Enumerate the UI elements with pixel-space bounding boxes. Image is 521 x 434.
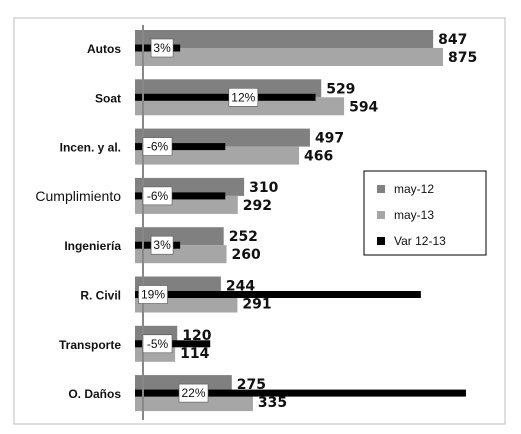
- value-label-may-13-cumplimiento: 292: [243, 198, 272, 214]
- legend-label-may-12: may-12: [394, 182, 434, 196]
- bar-may-12-autos: [135, 30, 434, 48]
- value-label-may-12-cumplimiento: 310: [249, 180, 278, 196]
- category-label-transporte: Transporte: [59, 338, 121, 352]
- legend-swatch-var-12-13: [377, 237, 385, 245]
- pct-label-o-danos: 22%: [181, 386, 205, 400]
- bar-var-o-danos: [135, 389, 466, 397]
- value-label-may-12-r-civil: 244: [226, 279, 255, 295]
- value-label-may-13-incen-y-al: 466: [304, 149, 333, 165]
- pct-label-incen-y-al: -6%: [147, 140, 169, 154]
- value-label-may-12-soat: 529: [326, 81, 355, 97]
- category-label-r-civil: R. Civil: [80, 289, 121, 303]
- category-label-incen-y-al: Incen. y al.: [60, 141, 121, 155]
- bar-var-soat: [135, 93, 316, 101]
- pct-label-soat: 12%: [231, 90, 255, 104]
- legend: may-12 may-13 Var 12-13: [363, 170, 487, 256]
- pct-label-cumplimiento: -6%: [147, 189, 169, 203]
- plot-border: [13, 17, 506, 425]
- bar-may-12-incen-y-al: [135, 128, 310, 147]
- category-label-cumplimiento: Cumplimiento: [35, 188, 121, 204]
- pct-label-box-r-civil: [138, 285, 168, 304]
- pct-label-autos: 3%: [153, 41, 171, 55]
- bar-var-transporte: [135, 340, 211, 348]
- category-label-ingenieria: Ingeniería: [64, 239, 121, 253]
- category-label-autos: Autos: [87, 42, 121, 56]
- value-label-may-12-incen-y-al: 497: [315, 131, 344, 147]
- bar-may-13-autos: [135, 48, 443, 66]
- bar-var-incen-y-al: [135, 143, 226, 151]
- value-label-may-12-o-danos: 275: [237, 377, 266, 393]
- category-label-o-danos: O. Daños: [68, 387, 121, 401]
- pct-label-box-cumplimiento: [142, 186, 173, 206]
- value-label-may-12-ingenieria: 252: [229, 229, 258, 245]
- value-label-may-12-transporte: 120: [182, 328, 211, 344]
- category-label-soat: Soat: [95, 91, 121, 105]
- pct-label-transporte: -5%: [147, 337, 169, 351]
- value-label-may-13-transporte: 114: [180, 346, 209, 362]
- legend-swatch-may-12: [377, 185, 385, 193]
- value-label-may-13-ingenieria: 260: [232, 247, 261, 263]
- value-label-may-12-autos: 847: [438, 32, 467, 48]
- value-label-may-13-r-civil: 291: [242, 297, 271, 313]
- legend-label-var-12-13: Var 12-13: [394, 234, 446, 248]
- pct-label-box-transporte: [142, 334, 173, 354]
- value-label-may-13-autos: 875: [448, 50, 477, 66]
- legend-label-may-13: may-13: [394, 208, 434, 222]
- pct-label-r-civil: 19%: [141, 288, 165, 302]
- pct-label-box-incen-y-al: [142, 137, 173, 156]
- legend-swatch-may-13: [377, 211, 385, 219]
- pct-label-ingenieria: 3%: [153, 238, 171, 252]
- value-label-may-13-soat: 594: [349, 99, 378, 115]
- pct-label-box-o-danos: [178, 383, 209, 403]
- pct-label-box-soat: [228, 88, 259, 107]
- bar-may-13-incen-y-al: [135, 146, 300, 165]
- bar-may-12-soat: [135, 79, 322, 98]
- pct-label-box-autos: [150, 38, 174, 58]
- bar-var-cumplimiento: [135, 192, 226, 200]
- bar-var-r-civil: [135, 291, 421, 298]
- pct-label-box-ingenieria: [150, 235, 174, 255]
- value-label-may-13-o-danos: 335: [258, 395, 287, 411]
